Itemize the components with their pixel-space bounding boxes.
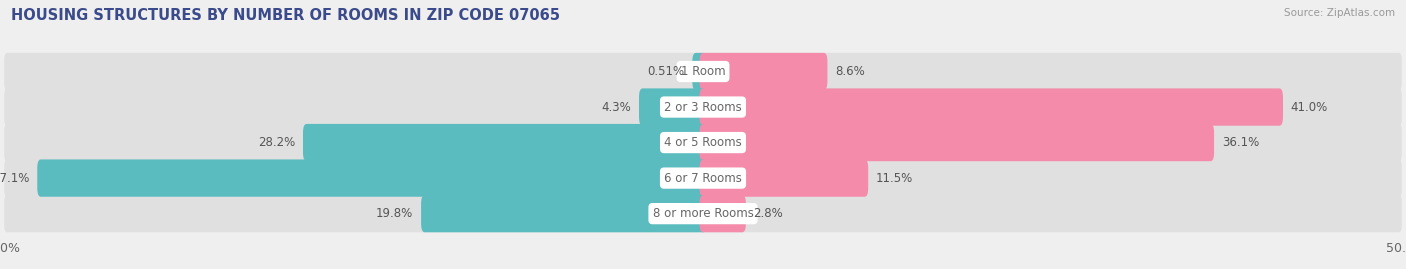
Text: 19.8%: 19.8% [377, 207, 413, 220]
Text: 2 or 3 Rooms: 2 or 3 Rooms [664, 101, 742, 114]
Text: 36.1%: 36.1% [1222, 136, 1258, 149]
Text: 4 or 5 Rooms: 4 or 5 Rooms [664, 136, 742, 149]
FancyBboxPatch shape [4, 124, 1402, 161]
FancyBboxPatch shape [700, 195, 747, 232]
FancyBboxPatch shape [4, 195, 1402, 232]
Text: 11.5%: 11.5% [876, 172, 912, 185]
Text: 6 or 7 Rooms: 6 or 7 Rooms [664, 172, 742, 185]
Text: 1 Room: 1 Room [681, 65, 725, 78]
Text: 4.3%: 4.3% [602, 101, 631, 114]
FancyBboxPatch shape [640, 89, 707, 126]
Text: Source: ZipAtlas.com: Source: ZipAtlas.com [1284, 8, 1395, 18]
Text: 8.6%: 8.6% [835, 65, 865, 78]
FancyBboxPatch shape [37, 160, 707, 197]
FancyBboxPatch shape [4, 53, 1402, 90]
Text: HOUSING STRUCTURES BY NUMBER OF ROOMS IN ZIP CODE 07065: HOUSING STRUCTURES BY NUMBER OF ROOMS IN… [11, 8, 560, 23]
FancyBboxPatch shape [700, 53, 827, 90]
FancyBboxPatch shape [4, 89, 1402, 126]
FancyBboxPatch shape [700, 160, 869, 197]
Text: 28.2%: 28.2% [259, 136, 295, 149]
FancyBboxPatch shape [4, 160, 1402, 197]
FancyBboxPatch shape [700, 89, 1284, 126]
FancyBboxPatch shape [304, 124, 707, 161]
Text: 8 or more Rooms: 8 or more Rooms [652, 207, 754, 220]
FancyBboxPatch shape [700, 124, 1213, 161]
Text: 2.8%: 2.8% [754, 207, 783, 220]
Text: 47.1%: 47.1% [0, 172, 30, 185]
FancyBboxPatch shape [692, 53, 707, 90]
FancyBboxPatch shape [422, 195, 707, 232]
Text: 41.0%: 41.0% [1291, 101, 1327, 114]
Text: 0.51%: 0.51% [647, 65, 685, 78]
